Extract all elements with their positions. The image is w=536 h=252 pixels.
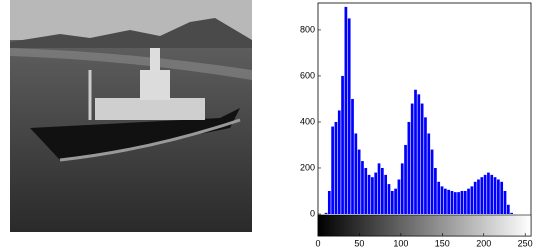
x-tick-label: 50 bbox=[354, 238, 364, 248]
bar bbox=[398, 179, 401, 214]
bar bbox=[354, 133, 357, 214]
bar bbox=[431, 150, 434, 214]
histogram-plot: 0 200 400 600 800 0 50 100 150 200 250 bbox=[300, 3, 533, 248]
y-tick-label: 0 bbox=[310, 208, 315, 218]
bar bbox=[434, 168, 437, 214]
bar bbox=[348, 18, 351, 214]
bar bbox=[371, 177, 374, 214]
bar bbox=[417, 94, 420, 214]
x-tick-label: 100 bbox=[393, 238, 408, 248]
bar bbox=[335, 122, 338, 214]
bar bbox=[325, 213, 328, 214]
bar bbox=[364, 168, 367, 214]
bar bbox=[504, 191, 507, 214]
bar bbox=[345, 7, 348, 214]
x-tick-label: 250 bbox=[518, 238, 533, 248]
bar bbox=[441, 186, 444, 214]
bar bbox=[401, 163, 404, 214]
bar bbox=[378, 163, 381, 214]
bar bbox=[331, 127, 334, 214]
x-tick-label: 200 bbox=[476, 238, 491, 248]
bar bbox=[461, 191, 464, 214]
bar bbox=[467, 189, 470, 214]
bar bbox=[338, 110, 341, 214]
bar bbox=[384, 175, 387, 214]
bar bbox=[381, 168, 384, 214]
bar bbox=[361, 161, 364, 214]
bar bbox=[414, 90, 417, 214]
bar bbox=[351, 99, 354, 214]
bar bbox=[394, 189, 397, 214]
bar bbox=[497, 179, 500, 214]
bar bbox=[454, 192, 457, 214]
bar bbox=[328, 191, 331, 214]
bar bbox=[391, 191, 394, 214]
bar bbox=[490, 175, 493, 214]
bar bbox=[507, 205, 510, 214]
intensity-colorbar bbox=[318, 215, 531, 236]
bar bbox=[358, 150, 361, 214]
bar bbox=[404, 145, 407, 214]
bar bbox=[437, 182, 440, 214]
bar bbox=[421, 104, 424, 214]
y-tick-label: 200 bbox=[300, 162, 315, 172]
bar bbox=[457, 192, 460, 214]
bar bbox=[480, 177, 483, 214]
bar bbox=[474, 182, 477, 214]
bar bbox=[494, 177, 497, 214]
bar bbox=[470, 186, 473, 214]
y-tick-label: 400 bbox=[300, 116, 315, 126]
x-tick-label: 150 bbox=[435, 238, 450, 248]
y-tick-label: 600 bbox=[300, 70, 315, 80]
bar bbox=[368, 175, 371, 214]
bar bbox=[374, 173, 377, 214]
x-tick-label: 0 bbox=[315, 238, 320, 248]
ship-photo bbox=[10, 0, 252, 232]
bar bbox=[341, 76, 344, 214]
bar bbox=[500, 182, 503, 214]
bar bbox=[451, 191, 454, 214]
screen: 0 200 400 600 800 0 50 100 150 200 250 bbox=[0, 0, 536, 252]
bar bbox=[444, 189, 447, 214]
bar bbox=[408, 122, 411, 214]
bar bbox=[484, 175, 487, 214]
bar bbox=[510, 213, 513, 214]
bar bbox=[487, 173, 490, 214]
bar bbox=[477, 179, 480, 214]
bar bbox=[447, 190, 450, 214]
y-tick-label: 800 bbox=[300, 24, 315, 34]
bar bbox=[388, 184, 391, 214]
bar bbox=[411, 104, 414, 214]
bar bbox=[427, 133, 430, 214]
bar bbox=[424, 117, 427, 214]
bar bbox=[464, 191, 467, 214]
